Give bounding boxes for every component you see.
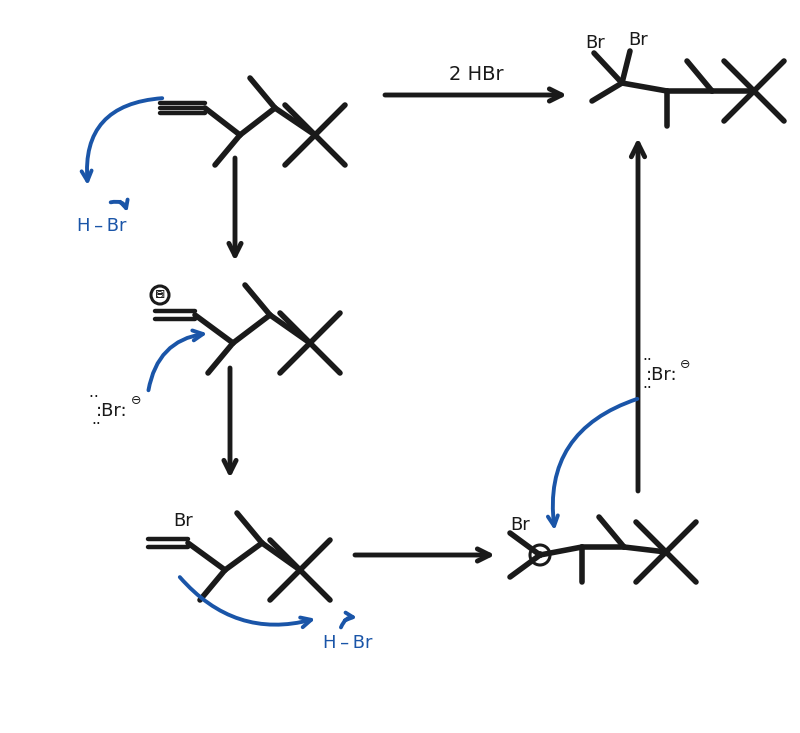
FancyArrowPatch shape [341, 613, 353, 627]
FancyArrowPatch shape [149, 331, 203, 390]
Text: ⊟: ⊟ [154, 289, 166, 301]
Text: ⊖: ⊖ [155, 290, 165, 300]
Text: H – Br: H – Br [323, 634, 373, 652]
Text: ⊖: ⊖ [680, 358, 690, 372]
Text: Br: Br [510, 516, 530, 534]
Text: ··: ·· [642, 380, 652, 396]
Text: Br: Br [628, 31, 648, 49]
Text: ⊕: ⊕ [535, 550, 545, 560]
Text: :Br:: :Br: [96, 402, 128, 420]
Text: ⊖: ⊖ [130, 394, 142, 408]
Text: ··: ·· [91, 416, 101, 432]
Text: ··: ·· [642, 353, 652, 367]
FancyArrowPatch shape [110, 199, 128, 208]
FancyArrowPatch shape [180, 577, 311, 627]
FancyArrowPatch shape [82, 98, 162, 181]
Text: Br: Br [585, 34, 605, 52]
Text: :Br:: :Br: [646, 366, 678, 384]
Text: 2 HBr: 2 HBr [449, 65, 503, 84]
FancyArrowPatch shape [548, 399, 638, 526]
Text: H – Br: H – Br [78, 217, 126, 235]
Text: Br: Br [173, 512, 193, 530]
Text: ··: ·· [89, 391, 103, 405]
